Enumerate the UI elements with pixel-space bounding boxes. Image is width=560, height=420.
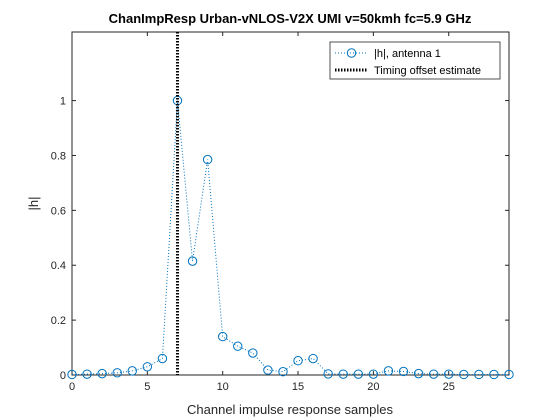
x-tick-label: 5 bbox=[144, 381, 150, 393]
series-1-point bbox=[248, 348, 258, 358]
series-1-point bbox=[187, 256, 198, 266]
series-1-point bbox=[323, 369, 333, 379]
y-tick-label: 0 bbox=[60, 370, 66, 382]
series-1-point bbox=[383, 366, 394, 376]
x-tick-label: 10 bbox=[217, 381, 229, 393]
series-1-point bbox=[112, 368, 122, 378]
legend-series-1-label: |h|, antenna 1 bbox=[374, 48, 441, 60]
series-1-point bbox=[142, 362, 153, 372]
y-tick-label: 0.6 bbox=[51, 205, 66, 217]
x-tick-label: 15 bbox=[292, 381, 304, 393]
series-1-point bbox=[398, 366, 409, 377]
legend-series-2-label: Timing offset estimate bbox=[374, 65, 481, 77]
series-1-point bbox=[202, 154, 213, 165]
x-tick-label: 20 bbox=[367, 381, 379, 393]
series-1-point bbox=[82, 369, 92, 379]
plot-area bbox=[71, 31, 510, 376]
legend-series-1-marker bbox=[346, 48, 357, 58]
series-1-point bbox=[127, 366, 137, 376]
series-1-point bbox=[413, 368, 424, 379]
ticks: 0 5 10 15 20 25 0 0.2 0.4 0.6 0.8 1 bbox=[51, 32, 509, 393]
plot-content bbox=[67, 32, 514, 380]
x-tick-label: 0 bbox=[69, 381, 75, 393]
series-1-line bbox=[71, 100, 509, 375]
series-1-point bbox=[293, 356, 303, 366]
y-tick-label: 0.4 bbox=[51, 260, 66, 272]
y-tick-label: 0.2 bbox=[51, 315, 66, 327]
series-1-point bbox=[338, 369, 348, 379]
series-1-point bbox=[67, 369, 77, 380]
series-1-point bbox=[444, 369, 454, 379]
series-1-point bbox=[157, 353, 168, 364]
chart-title: ChanImpResp Urban-vNLOS-V2X UMI v=50kmh … bbox=[109, 11, 472, 26]
series-1-point bbox=[474, 369, 484, 380]
series-1-point bbox=[428, 369, 439, 379]
series-1-point bbox=[263, 365, 273, 375]
series-1-point bbox=[308, 353, 318, 364]
x-axis-label: Channel impulse response samples bbox=[187, 402, 393, 417]
series-1-point bbox=[233, 341, 243, 351]
legend: |h|, antenna 1 Timing offset estimate bbox=[329, 41, 501, 80]
series-1-point bbox=[217, 331, 228, 342]
series-1-point bbox=[459, 369, 469, 380]
x-tick-label: 25 bbox=[443, 381, 455, 393]
y-axis-label: |h| bbox=[26, 197, 41, 211]
series-1-point bbox=[368, 369, 379, 379]
y-tick-label: 0.8 bbox=[51, 150, 66, 162]
series-1-point bbox=[97, 368, 107, 379]
series-1-point bbox=[353, 369, 364, 379]
series-1-point bbox=[489, 369, 499, 380]
legend-box bbox=[329, 41, 501, 80]
y-tick-label: 1 bbox=[60, 96, 66, 108]
series-1-point bbox=[278, 367, 288, 377]
series-1-point bbox=[504, 369, 514, 380]
